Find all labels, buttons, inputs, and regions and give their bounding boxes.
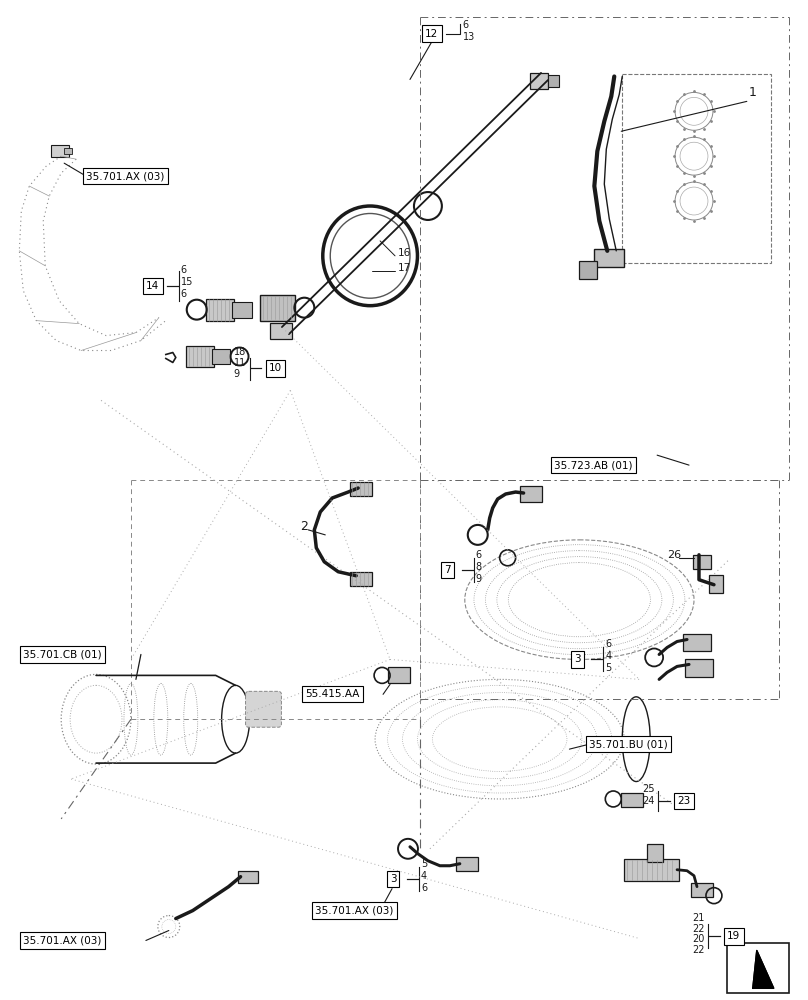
Text: 10: 10 — [269, 363, 282, 373]
Text: 9: 9 — [234, 369, 240, 379]
Bar — [548, 75, 559, 87]
Text: 21: 21 — [692, 913, 705, 923]
Text: 14: 14 — [146, 281, 159, 291]
Text: 25: 25 — [642, 784, 654, 794]
Bar — [238, 871, 258, 883]
Text: 55.415.AA: 55.415.AA — [305, 689, 360, 699]
Text: 35.701.AX (03): 35.701.AX (03) — [315, 906, 393, 916]
Text: 7: 7 — [444, 565, 451, 575]
Text: 3: 3 — [389, 874, 397, 884]
Text: 24: 24 — [642, 796, 654, 806]
Text: 12: 12 — [425, 29, 439, 39]
Text: 4: 4 — [605, 651, 612, 661]
Bar — [260, 295, 296, 321]
Text: 20: 20 — [692, 934, 705, 944]
Text: 22: 22 — [692, 924, 705, 934]
Bar — [621, 793, 643, 807]
Text: 2: 2 — [301, 520, 308, 533]
Bar — [625, 859, 679, 881]
Text: 6: 6 — [181, 265, 187, 275]
Text: 5: 5 — [605, 663, 612, 673]
Text: 9: 9 — [476, 574, 482, 584]
Text: 6: 6 — [476, 550, 482, 560]
Text: 16: 16 — [398, 248, 411, 258]
Bar — [456, 857, 478, 871]
Text: 18: 18 — [234, 347, 246, 357]
Bar — [691, 883, 713, 897]
Text: 22: 22 — [692, 945, 705, 955]
Text: 4: 4 — [421, 871, 427, 881]
Text: 23: 23 — [677, 796, 691, 806]
Bar — [647, 844, 663, 862]
Bar — [186, 346, 213, 367]
Text: 26: 26 — [667, 550, 681, 560]
Bar — [520, 486, 541, 502]
Bar — [350, 572, 372, 586]
Bar — [388, 667, 410, 683]
Bar — [727, 943, 789, 993]
Bar — [64, 148, 72, 154]
Bar — [683, 634, 711, 651]
Bar — [709, 575, 723, 593]
Text: 35.701.AX (03): 35.701.AX (03) — [23, 935, 102, 945]
Text: 6: 6 — [605, 639, 612, 649]
Bar — [350, 482, 372, 496]
Text: 1: 1 — [749, 86, 756, 99]
Bar — [51, 145, 69, 157]
Text: 6: 6 — [421, 883, 427, 893]
Bar — [595, 249, 625, 267]
Bar — [206, 299, 234, 321]
Text: 8: 8 — [476, 562, 482, 572]
Bar — [271, 323, 292, 339]
Text: 15: 15 — [181, 277, 193, 287]
Bar — [685, 659, 713, 677]
FancyBboxPatch shape — [246, 691, 281, 727]
Text: 17: 17 — [398, 263, 411, 273]
Text: 6: 6 — [181, 289, 187, 299]
Text: 35.701.BU (01): 35.701.BU (01) — [589, 739, 668, 749]
Text: 3: 3 — [574, 654, 581, 664]
Text: 19: 19 — [727, 931, 740, 941]
Text: 5: 5 — [421, 859, 427, 869]
Polygon shape — [753, 950, 774, 988]
Text: 13: 13 — [463, 32, 475, 42]
Bar — [693, 555, 711, 569]
Bar — [232, 302, 251, 318]
Text: 6: 6 — [463, 20, 469, 30]
Text: 11: 11 — [234, 358, 246, 368]
Text: 35.723.AB (01): 35.723.AB (01) — [554, 460, 633, 470]
Text: 35.701.CB (01): 35.701.CB (01) — [23, 649, 102, 659]
Bar — [529, 73, 548, 89]
Bar — [212, 349, 229, 364]
Bar — [579, 261, 597, 279]
Text: 35.701.AX (03): 35.701.AX (03) — [86, 171, 165, 181]
